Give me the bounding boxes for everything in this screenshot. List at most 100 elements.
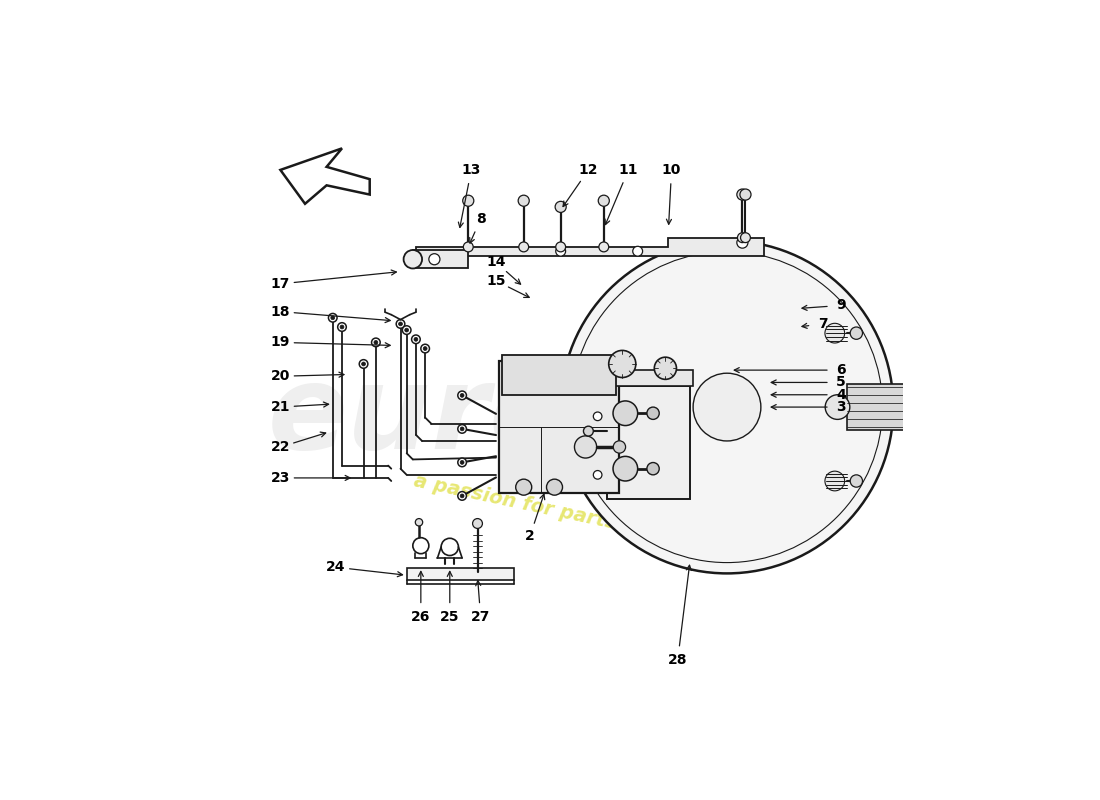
Circle shape xyxy=(614,441,626,453)
Bar xyxy=(499,361,619,494)
Polygon shape xyxy=(412,250,469,269)
Text: a passion for parts since 1985: a passion for parts since 1985 xyxy=(411,471,740,558)
Text: 3: 3 xyxy=(836,400,846,414)
Circle shape xyxy=(473,518,483,529)
Circle shape xyxy=(398,322,403,326)
Circle shape xyxy=(329,314,337,322)
Circle shape xyxy=(556,202,566,213)
Circle shape xyxy=(460,494,464,498)
Text: 10: 10 xyxy=(662,163,681,177)
Circle shape xyxy=(608,350,636,378)
Text: 14: 14 xyxy=(486,255,506,270)
Text: 18: 18 xyxy=(271,305,290,318)
Circle shape xyxy=(574,436,596,458)
Text: 28: 28 xyxy=(668,653,688,666)
Circle shape xyxy=(458,491,466,500)
Text: eurotips: eurotips xyxy=(267,359,823,474)
Text: 22: 22 xyxy=(271,440,290,454)
Bar xyxy=(588,398,609,487)
Circle shape xyxy=(519,242,529,252)
Text: 20: 20 xyxy=(271,370,290,383)
Text: 27: 27 xyxy=(471,610,491,623)
Circle shape xyxy=(403,326,411,334)
Circle shape xyxy=(460,394,464,398)
Text: 5: 5 xyxy=(836,375,846,390)
Circle shape xyxy=(850,475,862,487)
Circle shape xyxy=(396,320,405,328)
Text: 21: 21 xyxy=(271,400,290,414)
Circle shape xyxy=(360,360,367,368)
Circle shape xyxy=(583,426,593,436)
Circle shape xyxy=(593,470,602,479)
Circle shape xyxy=(737,189,748,200)
Circle shape xyxy=(654,357,676,379)
Bar xyxy=(407,569,515,579)
Text: 19: 19 xyxy=(271,335,290,350)
Circle shape xyxy=(516,479,531,495)
Circle shape xyxy=(429,254,440,265)
Circle shape xyxy=(598,242,608,252)
Text: 4: 4 xyxy=(836,388,846,402)
Circle shape xyxy=(460,461,464,464)
Circle shape xyxy=(484,571,491,577)
Circle shape xyxy=(561,241,893,574)
Circle shape xyxy=(460,427,464,431)
Circle shape xyxy=(737,233,747,242)
Text: 25: 25 xyxy=(440,610,460,623)
Polygon shape xyxy=(416,238,763,256)
Text: 15: 15 xyxy=(486,274,506,288)
Text: 2: 2 xyxy=(525,530,535,543)
Text: 8: 8 xyxy=(475,212,485,226)
Circle shape xyxy=(362,362,365,366)
Circle shape xyxy=(740,233,750,242)
Circle shape xyxy=(740,189,751,200)
Circle shape xyxy=(593,412,602,421)
Circle shape xyxy=(374,341,377,344)
Circle shape xyxy=(647,407,659,419)
Circle shape xyxy=(825,394,850,419)
Circle shape xyxy=(825,471,845,491)
Text: 13: 13 xyxy=(462,163,481,177)
Circle shape xyxy=(850,327,862,339)
Text: 17: 17 xyxy=(271,277,290,291)
Text: 11: 11 xyxy=(618,163,638,177)
Bar xyxy=(607,386,690,499)
Circle shape xyxy=(458,425,466,433)
Circle shape xyxy=(647,462,659,475)
Circle shape xyxy=(404,250,422,269)
Text: 26: 26 xyxy=(411,610,430,623)
Circle shape xyxy=(416,518,422,526)
Circle shape xyxy=(372,338,381,346)
Circle shape xyxy=(613,401,638,426)
Text: 7: 7 xyxy=(817,317,827,331)
Circle shape xyxy=(463,195,474,206)
Circle shape xyxy=(421,344,429,353)
Text: 9: 9 xyxy=(836,298,846,313)
Circle shape xyxy=(414,338,418,342)
Circle shape xyxy=(463,242,473,252)
Bar xyxy=(502,354,616,394)
Circle shape xyxy=(737,237,748,248)
Circle shape xyxy=(340,325,344,329)
Circle shape xyxy=(518,195,529,206)
Circle shape xyxy=(825,323,845,343)
Text: 6: 6 xyxy=(836,363,846,377)
Circle shape xyxy=(430,571,437,577)
Circle shape xyxy=(411,335,420,344)
Circle shape xyxy=(338,322,346,331)
Circle shape xyxy=(598,195,609,206)
Text: 24: 24 xyxy=(326,560,345,574)
Circle shape xyxy=(424,346,427,350)
Text: 12: 12 xyxy=(579,163,598,177)
Circle shape xyxy=(405,328,408,332)
Circle shape xyxy=(556,246,565,256)
Bar xyxy=(601,370,693,386)
Circle shape xyxy=(458,391,466,400)
Circle shape xyxy=(331,316,334,320)
Circle shape xyxy=(613,456,638,481)
Circle shape xyxy=(632,246,642,256)
Circle shape xyxy=(458,458,466,466)
Circle shape xyxy=(693,373,761,441)
Text: 23: 23 xyxy=(271,471,290,485)
Circle shape xyxy=(556,242,565,252)
